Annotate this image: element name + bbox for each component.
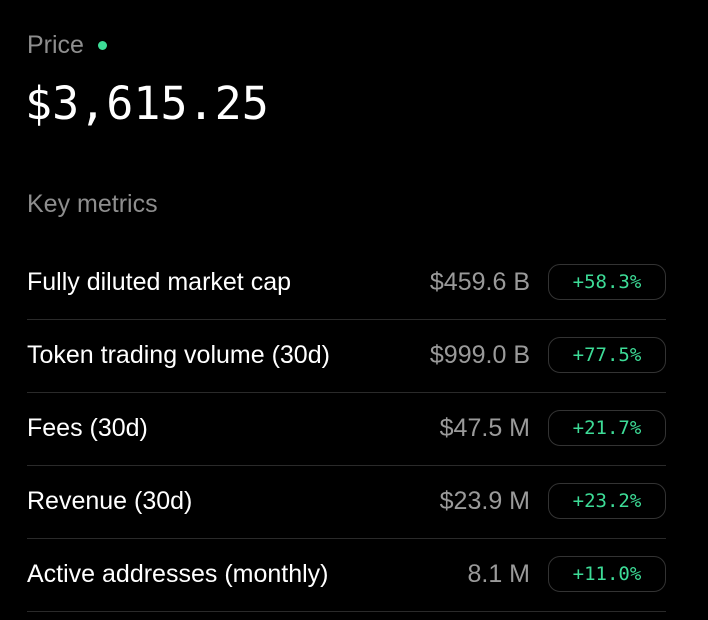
metric-value: $999.0 B xyxy=(429,341,530,369)
key-metrics-list: Fully diluted market cap $459.6 B +58.3%… xyxy=(27,247,666,612)
key-metrics-title: Key metrics xyxy=(27,190,158,218)
metric-change-badge: +77.5% xyxy=(548,337,666,373)
metric-label: Revenue (30d) xyxy=(27,487,193,515)
metric-label: Fully diluted market cap xyxy=(27,268,292,296)
price-value: $3,615.25 xyxy=(25,77,269,130)
metric-change-badge: +11.0% xyxy=(548,556,666,592)
metric-label: Active addresses (monthly) xyxy=(27,560,329,588)
metric-row-token-trading-volume: Token trading volume (30d) $999.0 B +77.… xyxy=(27,320,666,393)
metric-change-badge: +58.3% xyxy=(548,264,666,300)
metric-row-fully-diluted-market-cap: Fully diluted market cap $459.6 B +58.3% xyxy=(27,247,666,320)
price-header: Price xyxy=(27,29,107,61)
metric-value: $23.9 M xyxy=(439,487,530,515)
metric-change-badge: +23.2% xyxy=(548,483,666,519)
metric-label: Fees (30d) xyxy=(27,414,148,442)
metric-value: 8.1 M xyxy=(467,560,530,588)
price-label: Price xyxy=(27,31,84,59)
metric-change-badge: +21.7% xyxy=(548,410,666,446)
metric-value: $459.6 B xyxy=(429,268,530,296)
metric-row-fees: Fees (30d) $47.5 M +21.7% xyxy=(27,393,666,466)
metric-row-revenue: Revenue (30d) $23.9 M +23.2% xyxy=(27,466,666,539)
metric-value: $47.5 M xyxy=(439,414,530,442)
metric-label: Token trading volume (30d) xyxy=(27,341,330,369)
live-status-dot-icon xyxy=(97,41,107,50)
metric-row-active-addresses: Active addresses (monthly) 8.1 M +11.0% xyxy=(27,539,666,612)
